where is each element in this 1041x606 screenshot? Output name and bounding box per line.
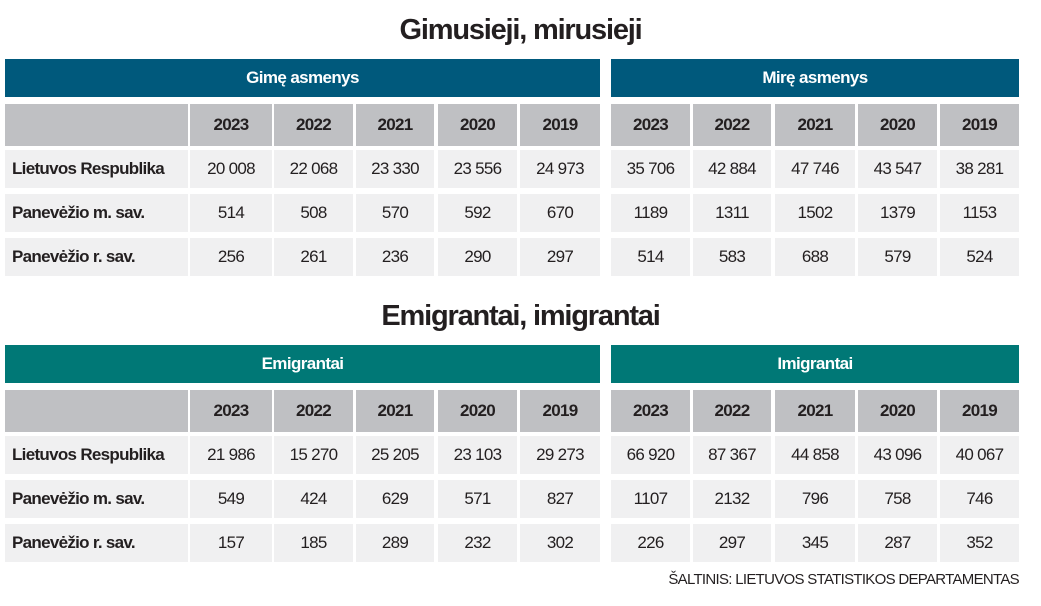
table-cell: 261 (274, 238, 353, 276)
row-label: Panevėžio m. sav. (5, 194, 188, 232)
table-cell: 1502 (775, 194, 855, 232)
table-cell: 232 (438, 524, 517, 562)
year-header: 2022 (274, 390, 353, 432)
row-label: Lietuvos Respublika (5, 436, 188, 474)
group-header: Gimę asmenys (5, 59, 600, 97)
year-header: 2020 (438, 104, 517, 146)
table-cell: 514 (611, 238, 690, 276)
table-cell: 47 746 (775, 150, 855, 188)
table-cell: 66 920 (611, 436, 690, 474)
year-header: 2023 (190, 390, 272, 432)
row-label: Panevėžio r. sav. (5, 524, 188, 562)
table-cell: 297 (520, 238, 600, 276)
year-header: 2023 (611, 390, 690, 432)
group-header: Emigrantai (5, 345, 600, 383)
table-cell: 746 (940, 480, 1019, 518)
row-label: Panevėžio r. sav. (5, 238, 188, 276)
table-cell: 290 (438, 238, 517, 276)
table-cell: 297 (693, 524, 771, 562)
year-header-blank (5, 104, 188, 146)
table-cell: 758 (858, 480, 937, 518)
table-cell: 44 858 (775, 436, 855, 474)
section-title: Gimusieji, mirusieji (399, 14, 643, 46)
table-cell: 256 (190, 238, 272, 276)
table-cell: 1189 (611, 194, 690, 232)
table-cell: 352 (940, 524, 1019, 562)
table-cell: 24 973 (520, 150, 600, 188)
table-cell: 514 (190, 194, 272, 232)
table-cell: 25 205 (356, 436, 434, 474)
table-cell: 1379 (858, 194, 937, 232)
section-title: Emigrantai, imigrantai (381, 300, 660, 332)
table-cell: 43 547 (858, 150, 937, 188)
table-cell: 592 (438, 194, 517, 232)
year-header: 2019 (940, 104, 1019, 146)
year-header: 2019 (520, 104, 600, 146)
table-cell: 549 (190, 480, 272, 518)
table-cell: 20 008 (190, 150, 272, 188)
table-cell: 302 (520, 524, 600, 562)
year-header: 2021 (356, 390, 434, 432)
year-header-blank (5, 390, 188, 432)
year-header: 2021 (356, 104, 434, 146)
table-cell: 827 (520, 480, 600, 518)
table-cell: 670 (520, 194, 600, 232)
table-cell: 87 367 (693, 436, 771, 474)
year-header: 2019 (520, 390, 600, 432)
table-cell: 236 (356, 238, 434, 276)
row-label: Lietuvos Respublika (5, 150, 188, 188)
table-cell: 688 (775, 238, 855, 276)
year-header: 2022 (693, 104, 771, 146)
table-cell: 23 103 (438, 436, 517, 474)
table-cell: 1311 (693, 194, 771, 232)
table-cell: 508 (274, 194, 353, 232)
year-header: 2022 (274, 104, 353, 146)
table-cell: 35 706 (611, 150, 690, 188)
table-cell: 29 273 (520, 436, 600, 474)
table-cell: 42 884 (693, 150, 771, 188)
year-header: 2021 (775, 390, 855, 432)
table-cell: 570 (356, 194, 434, 232)
table-cell: 629 (356, 480, 434, 518)
year-header: 2019 (940, 390, 1019, 432)
year-header: 2022 (693, 390, 771, 432)
table-cell: 345 (775, 524, 855, 562)
table-cell: 583 (693, 238, 771, 276)
table-cell: 40 067 (940, 436, 1019, 474)
table-cell: 796 (775, 480, 855, 518)
table-cell: 1153 (940, 194, 1019, 232)
table-cell: 2132 (693, 480, 771, 518)
year-header: 2021 (775, 104, 855, 146)
group-header: Imigrantai (611, 345, 1019, 383)
table-cell: 22 068 (274, 150, 353, 188)
source-note: ŠALTINIS: LIETUVOS STATISTIKOS DEPARTAME… (668, 571, 1019, 588)
year-header: 2023 (611, 104, 690, 146)
table-cell: 21 986 (190, 436, 272, 474)
table-cell: 43 096 (858, 436, 937, 474)
table-cell: 579 (858, 238, 937, 276)
table-cell: 23 330 (356, 150, 434, 188)
group-header: Mirę asmenys (611, 59, 1019, 97)
table-cell: 524 (940, 238, 1019, 276)
year-header: 2020 (858, 390, 937, 432)
table-cell: 38 281 (940, 150, 1019, 188)
year-header: 2020 (858, 104, 937, 146)
table-cell: 424 (274, 480, 353, 518)
year-header: 2023 (190, 104, 272, 146)
table-cell: 23 556 (438, 150, 517, 188)
table-cell: 157 (190, 524, 272, 562)
year-header: 2020 (438, 390, 517, 432)
table-cell: 1107 (611, 480, 690, 518)
table-cell: 15 270 (274, 436, 353, 474)
row-label: Panevėžio m. sav. (5, 480, 188, 518)
table-cell: 226 (611, 524, 690, 562)
table-cell: 287 (858, 524, 937, 562)
table-cell: 289 (356, 524, 434, 562)
table-cell: 185 (274, 524, 353, 562)
table-cell: 571 (438, 480, 517, 518)
